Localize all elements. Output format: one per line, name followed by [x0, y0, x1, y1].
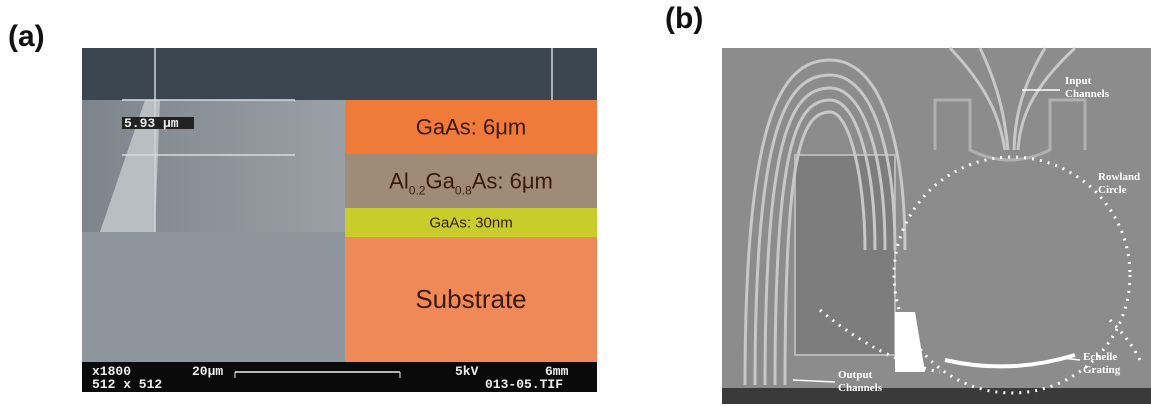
panel-label: (b) — [665, 2, 703, 35]
sem-image-a: 5.93 μm — [82, 48, 597, 392]
layer-text: GaAs: 6μm — [416, 115, 526, 140]
figure: (a) 5.93 μm GaAs: 6μm Al0.2Ga0.8As: 6μm Ga… — [0, 0, 1151, 406]
scale-marker: 5.93 μm — [124, 116, 179, 131]
panel-label: (a) — [8, 20, 45, 53]
layer-label: GaAs: 6μm — [416, 115, 526, 140]
info-text: 013-05.TIF — [485, 377, 563, 392]
layer-text: Substrate — [415, 284, 526, 314]
info-text: 5kV — [455, 364, 479, 379]
layer-text: As: 6μm — [472, 169, 553, 194]
layer-text: GaAs: 30nm — [429, 214, 512, 231]
layer-text: Al — [389, 169, 409, 194]
info-text: 20μm — [192, 364, 223, 379]
subscript: 0.2 — [409, 184, 426, 198]
layer-text: Ga — [426, 169, 456, 194]
info-text: 512 x 512 — [92, 377, 162, 392]
layer-label: Substrate — [415, 284, 526, 314]
layer-label: GaAs: 30nm — [429, 214, 512, 231]
subscript: 0.8 — [455, 184, 472, 198]
